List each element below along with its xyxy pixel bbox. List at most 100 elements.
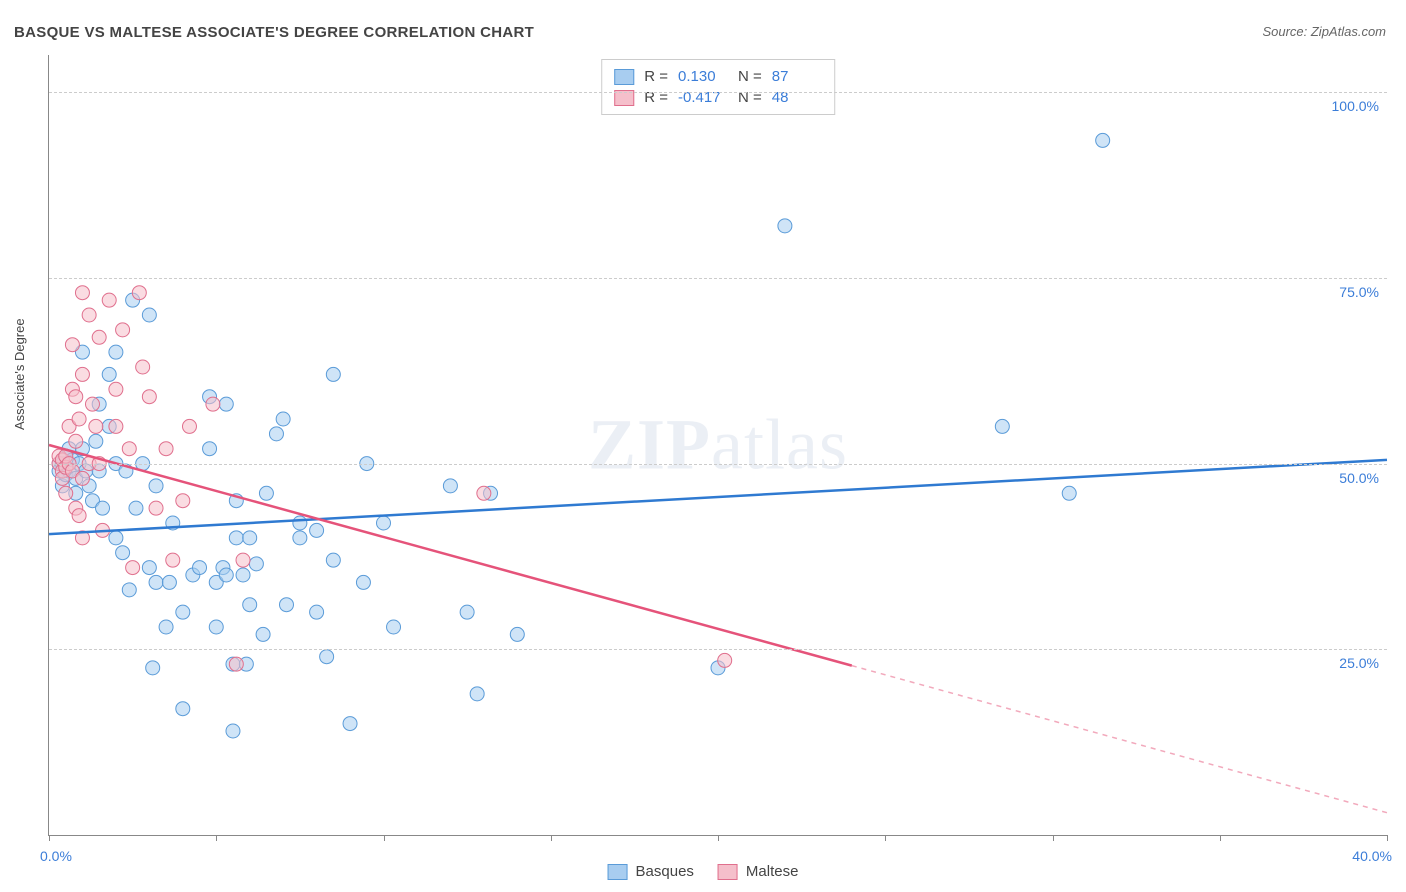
scatter-point (443, 479, 457, 493)
scatter-point (460, 605, 474, 619)
x-tick-mark (718, 835, 719, 841)
scatter-point (276, 412, 290, 426)
scatter-point (510, 627, 524, 641)
scatter-point (326, 367, 340, 381)
scatter-point (142, 308, 156, 322)
r-value: 0.130 (678, 68, 728, 85)
scatter-point (75, 471, 89, 485)
scatter-point (249, 557, 263, 571)
x-tick-mark (1053, 835, 1054, 841)
trend-line (49, 460, 1387, 534)
scatter-point (219, 397, 233, 411)
scatter-point (470, 687, 484, 701)
scatter-point (206, 397, 220, 411)
gridline (49, 92, 1387, 93)
scatter-point (310, 605, 324, 619)
scatter-point (146, 661, 160, 675)
scatter-point (1062, 486, 1076, 500)
scatter-point (149, 501, 163, 515)
scatter-point (149, 575, 163, 589)
scatter-point (243, 531, 257, 545)
scatter-point (293, 516, 307, 530)
scatter-point (109, 382, 123, 396)
scatter-point (326, 553, 340, 567)
scatter-point (236, 568, 250, 582)
scatter-point (203, 442, 217, 456)
scatter-point (176, 605, 190, 619)
scatter-point (75, 286, 89, 300)
x-axis-start-label: 0.0% (40, 848, 72, 864)
legend-stat-row: R = 0.130N = 87 (614, 66, 822, 87)
legend-series: Basques Maltese (608, 863, 799, 880)
scatter-point (122, 442, 136, 456)
x-tick-mark (551, 835, 552, 841)
scatter-point (102, 367, 116, 381)
legend-item: Basques (608, 863, 694, 880)
scatter-point (219, 568, 233, 582)
scatter-point (89, 419, 103, 433)
scatter-point (75, 367, 89, 381)
scatter-point (377, 516, 391, 530)
x-tick-mark (885, 835, 886, 841)
gridline (49, 649, 1387, 650)
scatter-point (166, 553, 180, 567)
source-label: Source: ZipAtlas.com (1262, 24, 1386, 39)
scatter-point (320, 650, 334, 664)
y-tick-label: 75.0% (1339, 284, 1379, 300)
scatter-point (259, 486, 273, 500)
chart-title: BASQUE VS MALTESE ASSOCIATE'S DEGREE COR… (14, 24, 534, 41)
gridline (49, 464, 1387, 465)
scatter-point (92, 330, 106, 344)
scatter-point (477, 486, 491, 500)
scatter-point (229, 657, 243, 671)
x-tick-mark (384, 835, 385, 841)
n-label: N = (738, 68, 762, 85)
legend-swatch (608, 864, 628, 880)
scatter-point (89, 434, 103, 448)
scatter-point (176, 702, 190, 716)
scatter-point (65, 338, 79, 352)
scatter-point (356, 575, 370, 589)
scatter-point (59, 486, 73, 500)
scatter-point (85, 397, 99, 411)
x-tick-mark (49, 835, 50, 841)
scatter-point (162, 575, 176, 589)
scatter-point (269, 427, 283, 441)
scatter-point (69, 390, 83, 404)
y-tick-label: 50.0% (1339, 470, 1379, 486)
scatter-point (142, 390, 156, 404)
scatter-point (136, 360, 150, 374)
scatter-point (226, 724, 240, 738)
x-tick-mark (216, 835, 217, 841)
scatter-point (109, 419, 123, 433)
plot-area: ZIPatlas R = 0.130N = 87R = -0.417N = 48… (48, 55, 1387, 836)
scatter-point (116, 546, 130, 560)
y-axis-label: Associate's Degree (12, 318, 27, 430)
scatter-point (159, 442, 173, 456)
x-tick-mark (1387, 835, 1388, 841)
scatter-point (279, 598, 293, 612)
scatter-point (159, 620, 173, 634)
y-tick-label: 25.0% (1339, 655, 1379, 671)
x-tick-mark (1220, 835, 1221, 841)
scatter-point (778, 219, 792, 233)
scatter-point (718, 653, 732, 667)
scatter-point (96, 501, 110, 515)
chart-svg (49, 55, 1387, 835)
x-axis-end-label: 40.0% (1352, 848, 1392, 864)
scatter-point (82, 308, 96, 322)
legend-stat-row: R = -0.417N = 48 (614, 87, 822, 108)
scatter-point (343, 717, 357, 731)
scatter-point (132, 286, 146, 300)
legend-label: Maltese (746, 863, 799, 880)
scatter-point (109, 531, 123, 545)
scatter-point (142, 561, 156, 575)
legend-label: Basques (636, 863, 694, 880)
scatter-point (209, 620, 223, 634)
scatter-point (182, 419, 196, 433)
scatter-point (229, 531, 243, 545)
scatter-point (193, 561, 207, 575)
scatter-point (69, 434, 83, 448)
scatter-point (256, 627, 270, 641)
scatter-point (243, 598, 257, 612)
